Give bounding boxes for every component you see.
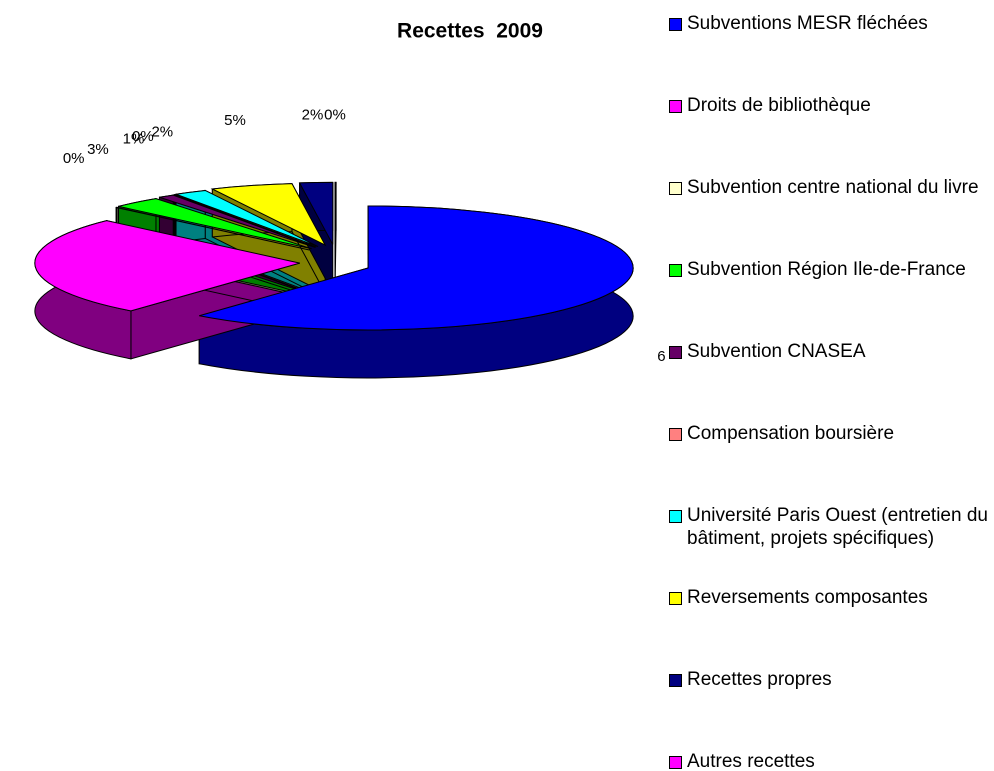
data-label: 1% [123,130,145,147]
slice [34,220,301,312]
legend-label: Compensation boursière [687,423,895,444]
legend-label: Subvention centre national du livre [687,177,979,198]
legend-label: Subvention Région Ile-de-France [687,259,966,280]
data-label: 5% [224,112,246,129]
legend-swatch [669,674,682,687]
legend-item: Reversements composantes [665,586,990,609]
legend-label: Université Paris Ouest (entretien du bât… [687,505,988,549]
legend-swatch [669,428,682,441]
legend-item: Subvention Région Ile-de-France [665,258,990,281]
slice [210,183,327,247]
slice [334,181,337,245]
legend-item: Subventions MESR fléchées [665,12,990,35]
legend-item: Autres recettes [665,750,990,771]
chart-title: Recettes 2009 [397,20,543,43]
data-label: 0% [132,128,154,145]
legend-item: Université Paris Ouest (entretien du bât… [665,504,990,550]
data-label: 0% [324,106,346,123]
legend-label: Subvention CNASEA [687,341,866,362]
slice [159,194,316,248]
legend: Subventions MESR fléchées Droits de bibli… [665,0,994,771]
legend-item: Compensation boursière [665,422,990,445]
legend-swatch [669,346,682,359]
chart: Recettes 2009 61%26%0%3%1%0%2%5%2%0% [34,20,665,379]
data-label: 2% [151,123,173,140]
slice [173,194,317,248]
slice [199,205,634,331]
data-label: 61% [657,348,665,365]
legend-label: Subventions MESR fléchées [687,13,928,34]
data-label: 3% [87,141,109,158]
data-label: 2% [302,107,324,124]
legend-swatch [669,756,682,769]
legend-item: Subvention CNASEA [665,340,990,363]
legend-swatch [669,264,682,277]
slice [118,198,312,250]
legend-swatch [669,592,682,605]
legend-swatch [669,182,682,195]
slice [116,206,310,251]
pie-tops [34,181,634,331]
legend-label: Droits de bibliothèque [687,95,871,116]
data-label: 0% [63,150,85,167]
legend-swatch [669,100,682,113]
legend-item: Subvention centre national du livre [665,176,990,199]
slice [175,189,319,248]
legend-label: Reversements composantes [687,587,928,608]
legend-swatch [669,510,682,523]
legend-label: Recettes propres [687,669,832,690]
legend-swatch [669,18,682,31]
legend-item: Recettes propres [665,668,990,691]
slice [298,181,334,245]
legend-label: Autres recettes [687,751,815,771]
legend-item: Droits de bibliothèque [665,94,990,117]
